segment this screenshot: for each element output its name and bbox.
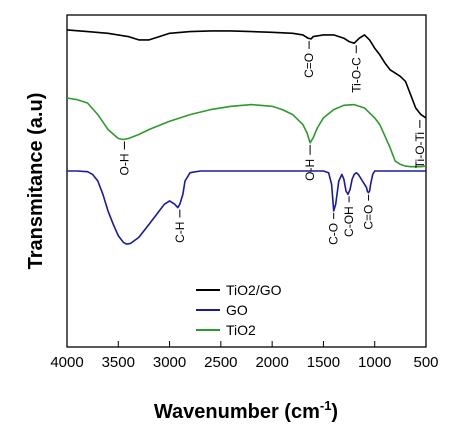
series-line-tio2-go [66,29,427,119]
annotation-layer: C=O Ti-O-C O-H O-H Ti-O-Ti C-H C-O C-OH C=O [117,40,427,245]
annotation-label: O-H [303,159,317,181]
y-axis-title: Transmitance (a.u) [25,93,47,270]
annotation-label: C=O [302,53,316,78]
legend-label: TiO2 [226,322,256,338]
series-line-tio2 [66,97,427,168]
x-tick-label: 1500 [307,354,340,371]
legend: TiO2/GO GO TiO2 [196,282,282,338]
x-axis-tick-labels: 4000 3500 3000 2500 2000 1500 1000 500 [50,354,438,371]
x-tick-label: 2000 [255,354,288,371]
x-axis-title: Wavenumber (cm-1) [154,398,338,423]
legend-label: GO [226,302,248,318]
annotation-label: Ti-O-C [349,57,363,93]
plot-frame [66,14,427,348]
series-layer [66,29,427,245]
x-tick-label: 1000 [358,354,391,371]
series-line-go [67,170,426,245]
x-tick-label: 4000 [50,354,83,371]
x-axis-title-main: Wavenumber (cm [154,401,320,423]
x-tick-label: 500 [413,354,438,371]
x-axis-ticks [66,341,427,347]
legend-label: TiO2/GO [226,282,282,298]
annotation-label: C=O [362,205,376,230]
x-tick-label: 2500 [204,354,237,371]
annotation-label: C-O [327,223,341,245]
annotation-label: C-H [173,222,187,243]
x-tick-label: 3500 [102,354,135,371]
annotation-label: O-H [117,154,131,176]
x-axis-title-close: ) [331,401,338,423]
x-tick-label: 3000 [153,354,186,371]
x-axis-title-superscript: -1 [320,398,332,413]
annotation-label: Ti-O-Ti [413,132,427,168]
annotation-label: C-OH [342,206,356,237]
